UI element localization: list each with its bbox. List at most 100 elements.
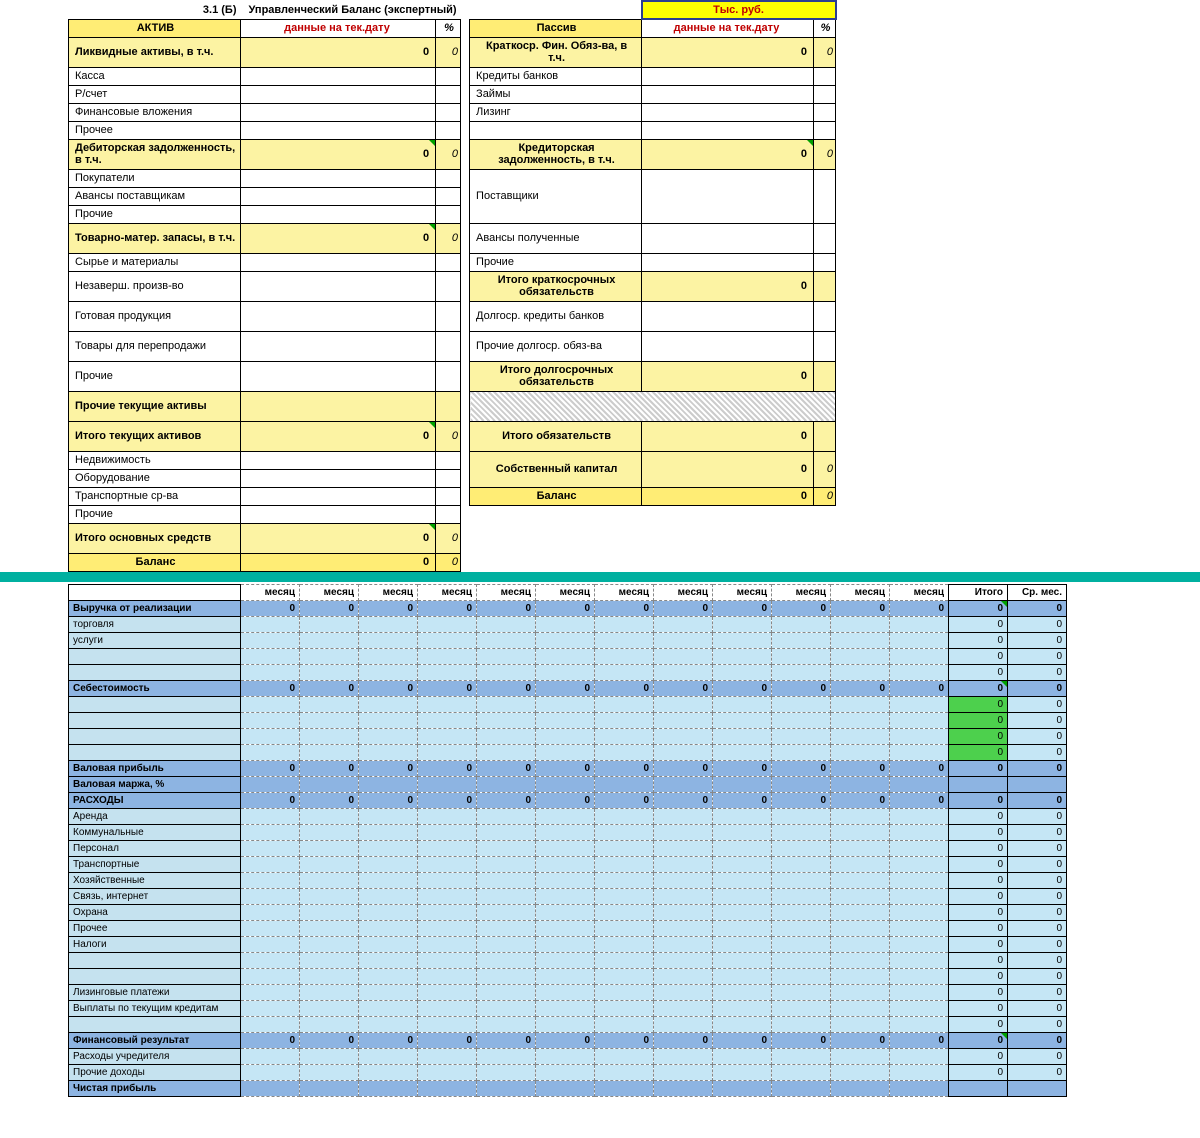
balance-asset-value[interactable]	[241, 205, 436, 223]
pnl-cell[interactable]	[536, 936, 595, 952]
pnl-cell[interactable]	[418, 664, 477, 680]
pnl-cell[interactable]	[418, 744, 477, 760]
pnl-cell[interactable]	[300, 728, 359, 744]
pnl-cell[interactable]	[890, 744, 949, 760]
pnl-cell[interactable]	[477, 664, 536, 680]
pnl-cell[interactable]	[654, 728, 713, 744]
pnl-cell[interactable]	[654, 1048, 713, 1064]
pnl-cell[interactable]	[713, 1080, 772, 1096]
pnl-cell[interactable]	[536, 824, 595, 840]
pnl-cell[interactable]	[300, 808, 359, 824]
pnl-cell[interactable]: 0	[595, 600, 654, 616]
pnl-cell[interactable]	[831, 696, 890, 712]
pnl-cell[interactable]	[831, 968, 890, 984]
pnl-cell[interactable]	[713, 936, 772, 952]
pnl-cell[interactable]	[359, 1000, 418, 1016]
pnl-cell[interactable]	[772, 888, 831, 904]
balance-asset-value[interactable]: 0	[241, 139, 436, 169]
pnl-cell[interactable]	[359, 872, 418, 888]
pnl-cell[interactable]	[536, 632, 595, 648]
pnl-cell[interactable]	[772, 952, 831, 968]
pnl-cell[interactable]: 0	[300, 600, 359, 616]
pnl-cell[interactable]	[536, 616, 595, 632]
pnl-cell[interactable]	[713, 632, 772, 648]
balance-asset-value[interactable]: 0	[241, 523, 436, 553]
pnl-cell[interactable]	[890, 1016, 949, 1032]
pnl-cell[interactable]	[831, 872, 890, 888]
pnl-cell[interactable]	[418, 1016, 477, 1032]
pnl-cell[interactable]	[595, 984, 654, 1000]
pnl-cell[interactable]	[241, 968, 300, 984]
pnl-cell[interactable]	[359, 664, 418, 680]
pnl-cell[interactable]	[359, 1016, 418, 1032]
balance-asset-value[interactable]: 0	[241, 553, 436, 571]
pnl-cell[interactable]	[359, 984, 418, 1000]
pnl-cell[interactable]	[477, 952, 536, 968]
pnl-cell[interactable]: 0	[418, 792, 477, 808]
pnl-cell[interactable]	[359, 952, 418, 968]
balance-asset-value[interactable]	[241, 253, 436, 271]
pnl-cell[interactable]: 0	[359, 600, 418, 616]
pnl-cell[interactable]	[772, 984, 831, 1000]
pnl-cell[interactable]	[477, 1000, 536, 1016]
pnl-cell[interactable]	[831, 1064, 890, 1080]
pnl-cell[interactable]: 0	[713, 680, 772, 696]
pnl-cell[interactable]	[654, 840, 713, 856]
pnl-cell[interactable]	[300, 664, 359, 680]
pnl-cell[interactable]	[831, 808, 890, 824]
pnl-cell[interactable]	[595, 824, 654, 840]
pnl-cell[interactable]	[713, 904, 772, 920]
pnl-cell[interactable]	[595, 1000, 654, 1016]
pnl-cell[interactable]	[654, 824, 713, 840]
balance-asset-value[interactable]	[241, 67, 436, 85]
pnl-cell[interactable]	[300, 872, 359, 888]
pnl-cell[interactable]: 0	[654, 680, 713, 696]
pnl-cell[interactable]	[713, 920, 772, 936]
balance-asset-value[interactable]: 0	[241, 223, 436, 253]
pnl-cell[interactable]	[418, 1080, 477, 1096]
pnl-cell[interactable]	[595, 728, 654, 744]
pnl-cell[interactable]	[890, 840, 949, 856]
pnl-cell[interactable]: 0	[831, 1032, 890, 1048]
pnl-cell[interactable]	[418, 696, 477, 712]
pnl-cell[interactable]	[477, 840, 536, 856]
pnl-cell[interactable]: 0	[713, 1032, 772, 1048]
pnl-cell[interactable]: 0	[477, 760, 536, 776]
pnl-cell[interactable]	[300, 968, 359, 984]
pnl-cell[interactable]	[300, 616, 359, 632]
pnl-cell[interactable]	[831, 1080, 890, 1096]
pnl-cell[interactable]	[241, 872, 300, 888]
balance-asset-value[interactable]	[241, 271, 436, 301]
pnl-cell[interactable]: 0	[418, 760, 477, 776]
pnl-cell[interactable]	[831, 904, 890, 920]
pnl-cell[interactable]	[890, 856, 949, 872]
pnl-cell[interactable]	[359, 632, 418, 648]
pnl-cell[interactable]	[241, 744, 300, 760]
pnl-cell[interactable]	[300, 984, 359, 1000]
pnl-cell[interactable]	[772, 744, 831, 760]
pnl-cell[interactable]	[890, 968, 949, 984]
pnl-cell[interactable]	[359, 616, 418, 632]
pnl-cell[interactable]	[418, 840, 477, 856]
pnl-cell[interactable]	[831, 744, 890, 760]
pnl-cell[interactable]: 0	[241, 600, 300, 616]
pnl-cell[interactable]	[359, 648, 418, 664]
pnl-cell[interactable]	[890, 632, 949, 648]
pnl-cell[interactable]	[359, 808, 418, 824]
pnl-cell[interactable]	[831, 616, 890, 632]
pnl-cell[interactable]: 0	[241, 760, 300, 776]
pnl-cell[interactable]	[595, 1016, 654, 1032]
balance-liab-value[interactable]	[642, 253, 814, 271]
pnl-cell[interactable]	[536, 872, 595, 888]
pnl-cell[interactable]	[772, 808, 831, 824]
pnl-cell[interactable]	[477, 1064, 536, 1080]
pnl-cell[interactable]	[359, 856, 418, 872]
pnl-cell[interactable]	[713, 1016, 772, 1032]
pnl-cell[interactable]	[477, 936, 536, 952]
pnl-cell[interactable]: 0	[890, 760, 949, 776]
pnl-cell[interactable]	[536, 888, 595, 904]
pnl-cell[interactable]	[418, 616, 477, 632]
pnl-cell[interactable]	[713, 984, 772, 1000]
pnl-cell[interactable]: 0	[890, 600, 949, 616]
balance-asset-value[interactable]	[241, 301, 436, 331]
